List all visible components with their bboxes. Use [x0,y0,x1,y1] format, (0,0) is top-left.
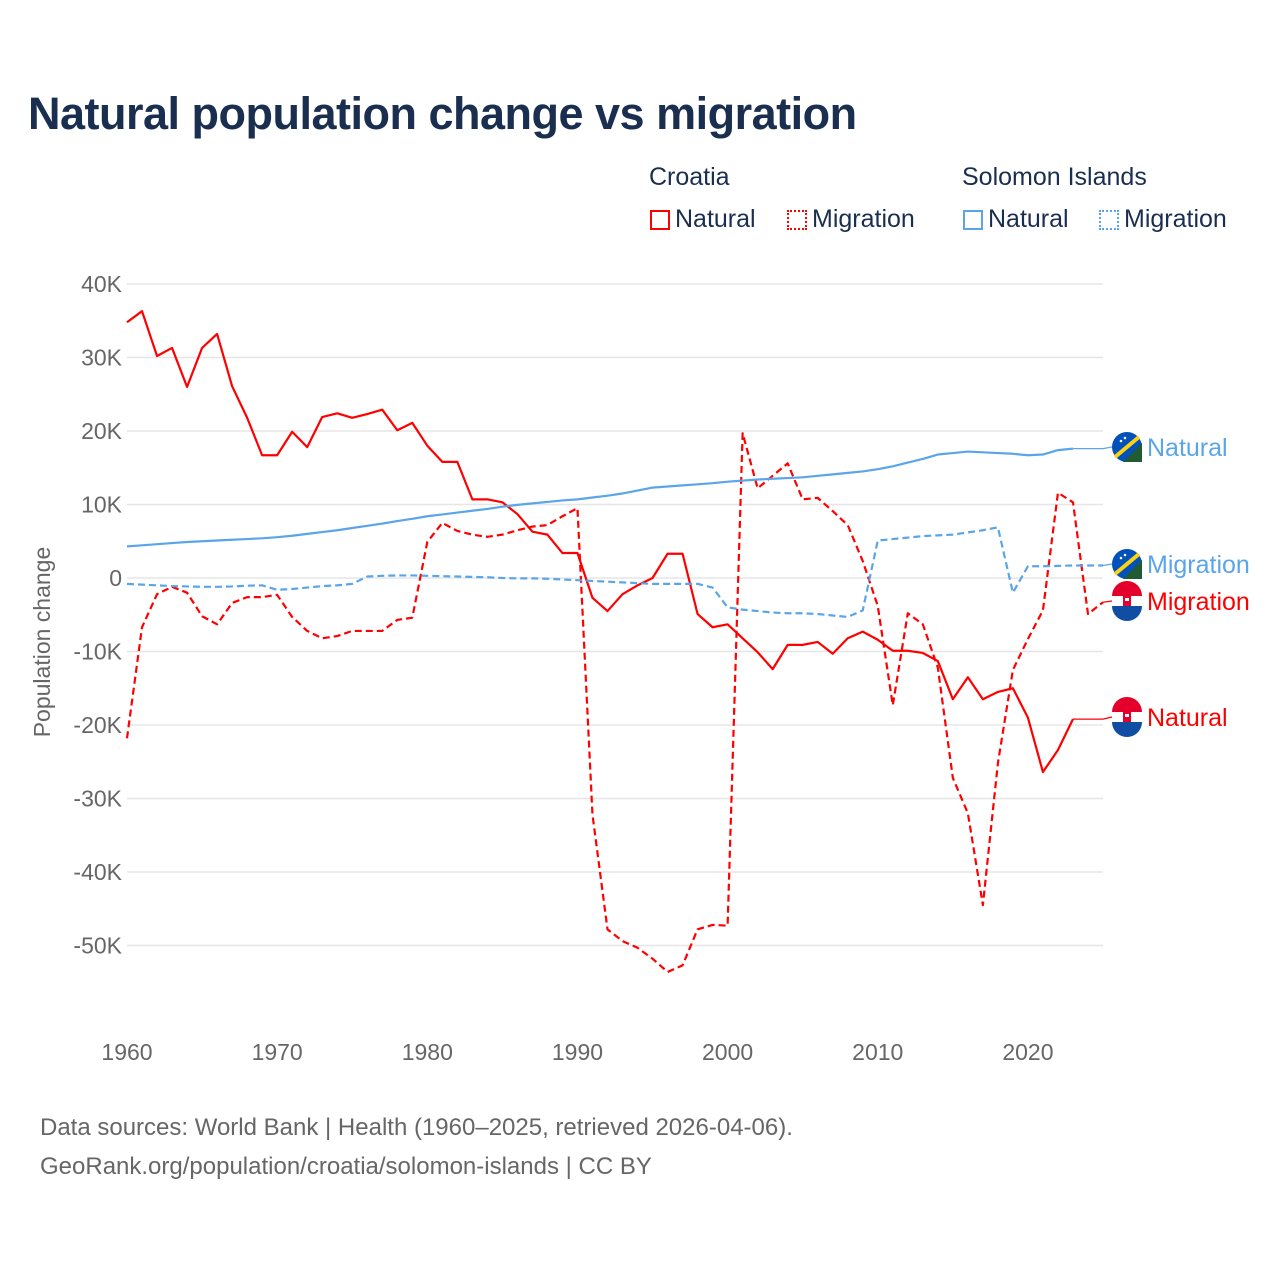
croatia-flag-icon [1112,697,1142,737]
legend-label: Natural [675,205,756,233]
y-tick-label: 20K [81,418,123,444]
solomon-flag-icon [1112,432,1142,462]
source-note: Data sources: World Bank | Health (1960–… [40,1108,793,1186]
series-end-label: Migration [1147,551,1250,579]
x-tick-label: 2010 [852,1039,903,1065]
x-tick-label: 1970 [252,1039,303,1065]
chart-title: Natural population change vs migration [28,88,857,139]
series-line-solomon-islands-migration[interactable] [126,526,1103,619]
series-line-solomon-islands-natural[interactable] [126,447,1074,548]
y-tick-label: -40K [73,859,122,885]
legend-group-solomon: Solomon Islands [962,163,1147,191]
legend-label: Migration [1124,205,1227,233]
series-end-label: Natural [1147,704,1228,732]
legend-group-croatia: Croatia [649,163,730,191]
x-tick-label: 1960 [101,1039,152,1065]
legend-label: Natural [988,205,1069,233]
y-tick-label: -30K [73,786,122,812]
label-connector [1072,716,1113,720]
series-line-croatia-natural[interactable] [126,310,1074,774]
x-tick-label: 1990 [552,1039,603,1065]
x-tick-label: 2000 [702,1039,753,1065]
source-link[interactable]: GeoRank.org/population/croatia/solomon-i… [40,1153,652,1180]
y-axis-label: Population change [29,547,55,738]
legend-label: Migration [812,205,915,233]
series-end-label: Migration [1147,588,1250,616]
y-tick-label: 40K [81,271,123,297]
y-tick-label: -20K [73,712,122,738]
legend-croatia-natural[interactable]: Natural [650,205,756,234]
label-connector [1072,446,1113,450]
label-connector [1102,563,1113,567]
label-connector [1102,600,1113,603]
source-line: Data sources: World Bank | Health (1960–… [40,1114,793,1141]
y-tick-label: 10K [81,492,123,518]
series-line-croatia-migration[interactable] [125,432,1104,974]
series-end-label: Natural [1147,434,1228,462]
y-tick-label: -50K [73,933,122,959]
x-tick-label: 2020 [1002,1039,1053,1065]
legend-swatch-dotted [787,209,807,230]
croatia-flag-icon [1112,581,1142,621]
y-tick-label: 0 [109,565,122,591]
legend-solomon-migration[interactable]: Migration [1099,205,1227,234]
legend-swatch-dotted [1099,209,1119,230]
x-tick-label: 1980 [402,1039,453,1065]
legend-swatch-solid [650,209,670,230]
legend-swatch-solid [963,209,983,230]
legend-croatia-migration[interactable]: Migration [787,205,915,234]
legend-solomon-natural[interactable]: Natural [963,205,1069,234]
solomon-flag-icon [1112,549,1142,579]
y-tick-label: -10K [73,639,122,665]
y-tick-label: 30K [81,345,123,371]
